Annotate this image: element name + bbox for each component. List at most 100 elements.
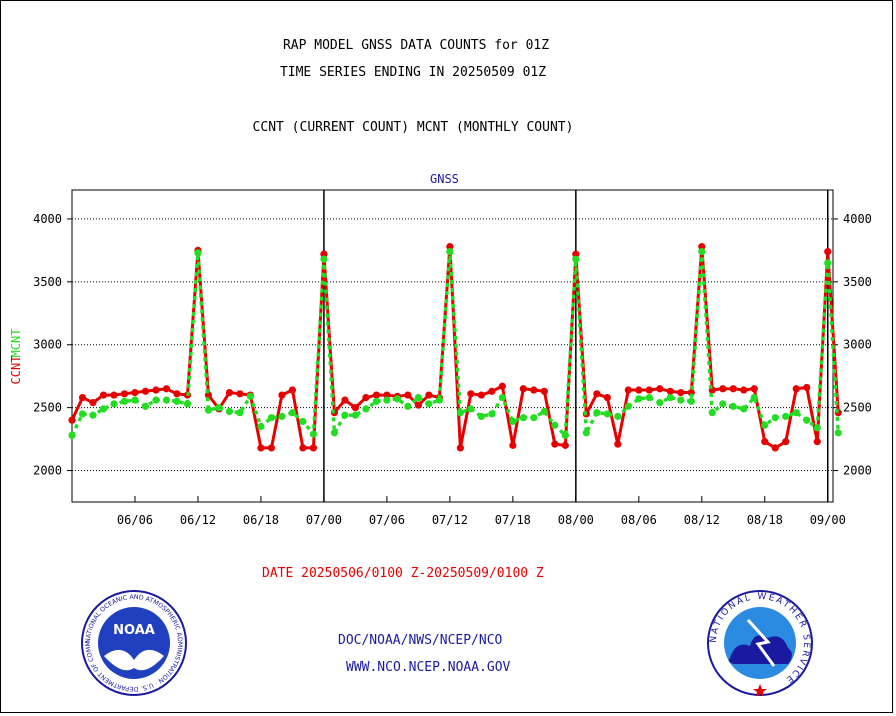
data-point-ccnt bbox=[131, 388, 139, 397]
data-point-mcnt bbox=[614, 412, 622, 421]
data-point-mcnt bbox=[372, 397, 380, 405]
data-point-ccnt bbox=[614, 440, 622, 448]
data-point-mcnt bbox=[645, 393, 653, 402]
data-point-ccnt bbox=[225, 388, 234, 397]
data-point-ccnt bbox=[771, 444, 779, 452]
data-point-mcnt bbox=[519, 414, 527, 422]
y-tick-label-right: 3000 bbox=[843, 338, 872, 352]
data-point-mcnt bbox=[551, 421, 559, 429]
data-point-mcnt bbox=[698, 248, 706, 256]
x-tick-label: 06/06 bbox=[117, 513, 153, 527]
y-tick-labels-right: 2000 2500 3000 3500 4000 bbox=[843, 212, 872, 478]
data-point-ccnt bbox=[635, 386, 643, 394]
data-point-mcnt bbox=[467, 405, 475, 413]
org-line-2: WWW.NCO.NCEP.NOAA.GOV bbox=[346, 660, 511, 675]
data-point-mcnt bbox=[456, 409, 464, 417]
data-point-ccnt bbox=[561, 441, 569, 449]
data-point-ccnt bbox=[729, 385, 737, 393]
data-point-mcnt bbox=[362, 405, 370, 413]
data-point-mcnt bbox=[215, 404, 223, 412]
data-point-ccnt bbox=[351, 404, 360, 412]
data-point-ccnt bbox=[666, 387, 674, 395]
data-point-ccnt bbox=[110, 391, 118, 399]
data-point-ccnt bbox=[236, 390, 244, 398]
x-tick-label: 09/00 bbox=[810, 513, 846, 527]
data-point-mcnt bbox=[708, 409, 716, 417]
nws-logo: NATIONAL WEATHER SERVICE bbox=[707, 590, 813, 696]
data-point-mcnt bbox=[750, 393, 758, 402]
data-point-mcnt bbox=[320, 255, 328, 263]
data-point-mcnt bbox=[89, 411, 97, 419]
y-axis-label-mcnt: MCNT bbox=[9, 329, 23, 358]
grid-lines bbox=[67, 218, 838, 472]
data-point-ccnt bbox=[404, 391, 412, 399]
data-point-mcnt bbox=[719, 400, 727, 408]
panel-label: GNSS bbox=[430, 172, 459, 186]
data-point-mcnt bbox=[299, 417, 307, 426]
data-point-mcnt bbox=[687, 397, 695, 405]
data-point-mcnt bbox=[624, 402, 632, 410]
data-point-mcnt bbox=[341, 411, 349, 419]
svg-text:NOAA: NOAA bbox=[113, 623, 155, 638]
data-point-mcnt bbox=[834, 429, 842, 437]
data-point-mcnt bbox=[183, 400, 192, 408]
data-point-mcnt bbox=[530, 414, 538, 422]
data-point-ccnt bbox=[750, 385, 758, 393]
data-point-mcnt bbox=[131, 396, 139, 404]
data-point-mcnt bbox=[173, 397, 181, 405]
data-point-mcnt bbox=[792, 409, 800, 417]
data-point-mcnt bbox=[278, 412, 286, 421]
data-point-mcnt bbox=[540, 407, 548, 416]
data-point-ccnt bbox=[320, 250, 328, 258]
data-point-mcnt bbox=[152, 396, 160, 404]
x-tick-labels: 06/06 06/12 06/18 07/00 07/06 07/12 07/18 08/00… bbox=[117, 496, 846, 527]
data-point-ccnt bbox=[603, 393, 611, 402]
y-tick-labels-left: 2000 2500 3000 3500 4000 bbox=[33, 212, 62, 478]
data-point-ccnt bbox=[152, 386, 160, 394]
data-point-mcnt bbox=[666, 393, 674, 402]
data-point-ccnt bbox=[572, 250, 580, 258]
data-point-ccnt bbox=[719, 385, 727, 393]
data-point-ccnt bbox=[99, 391, 108, 399]
data-point-mcnt bbox=[813, 424, 821, 432]
data-point-mcnt bbox=[393, 395, 401, 403]
data-point-ccnt bbox=[498, 382, 506, 390]
x-tick-label: 08/18 bbox=[747, 513, 783, 527]
y-tick-label-left: 3500 bbox=[33, 275, 62, 289]
data-point-mcnt bbox=[246, 392, 255, 400]
data-point-mcnt bbox=[330, 429, 339, 437]
data-point-mcnt bbox=[288, 409, 297, 417]
data-point-ccnt bbox=[309, 444, 318, 452]
data-point-ccnt bbox=[288, 386, 297, 394]
data-point-ccnt bbox=[68, 416, 76, 424]
plot-area-border bbox=[71, 189, 834, 503]
data-point-mcnt bbox=[740, 405, 748, 413]
data-point-ccnt bbox=[740, 386, 748, 394]
data-point-mcnt bbox=[509, 417, 517, 426]
data-point-mcnt bbox=[677, 396, 685, 404]
chart-title-line2: TIME SERIES ENDING IN 20250509 01Z bbox=[279, 65, 547, 80]
data-point-ccnt bbox=[551, 440, 559, 448]
data-point-mcnt bbox=[162, 396, 171, 404]
y-tick-label-left: 4000 bbox=[33, 212, 62, 226]
y-tick-label-right: 2500 bbox=[843, 401, 872, 415]
x-tick-label: 06/18 bbox=[243, 513, 279, 527]
x-tick-label: 07/06 bbox=[369, 513, 405, 527]
data-point-ccnt bbox=[519, 385, 527, 393]
data-point-mcnt bbox=[68, 431, 76, 439]
data-point-mcnt bbox=[257, 422, 265, 431]
data-point-ccnt bbox=[446, 243, 454, 251]
org-line-1: DOC/NOAA/NWS/NCEP/NCO bbox=[338, 633, 503, 648]
data-point-ccnt bbox=[456, 444, 464, 452]
data-point-mcnt bbox=[204, 406, 213, 414]
x-tick-label: 06/12 bbox=[180, 513, 216, 527]
y-tick-label-left: 2500 bbox=[33, 401, 62, 415]
data-point-mcnt bbox=[635, 395, 643, 403]
data-point-ccnt bbox=[278, 391, 286, 399]
data-point-ccnt bbox=[813, 438, 821, 446]
data-point-mcnt bbox=[803, 416, 811, 424]
data-point-ccnt bbox=[362, 393, 370, 402]
series-mcnt bbox=[68, 248, 842, 439]
data-point-mcnt bbox=[78, 410, 87, 418]
